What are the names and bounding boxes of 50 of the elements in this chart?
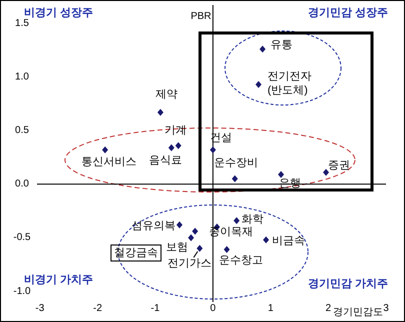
- point: [278, 171, 284, 178]
- point: [323, 168, 330, 176]
- annotation: 음식료: [148, 154, 182, 167]
- annotation: 보험: [166, 242, 188, 254]
- point: [102, 146, 108, 154]
- point: [175, 142, 182, 150]
- point: [157, 108, 164, 116]
- x-tick-label: 1: [268, 303, 274, 314]
- x-axis-title: 경기민감도: [333, 307, 383, 318]
- y-tick-label: 0.5: [15, 125, 30, 136]
- point: [263, 236, 270, 244]
- point: [210, 146, 216, 154]
- y-axis-title: PBR: [190, 11, 212, 22]
- y-tick-label: -0.5: [13, 232, 32, 244]
- point: [192, 228, 198, 235]
- y-tick-label: -1.0: [13, 286, 32, 297]
- annotation: 통신서비스: [82, 156, 137, 168]
- annotation: 비경기 성장주: [24, 7, 94, 19]
- point: [188, 234, 194, 242]
- x-tick-label: 3: [383, 303, 390, 314]
- annotation: 화학: [242, 214, 264, 226]
- x-tick-label: 0: [210, 303, 216, 314]
- annotation: 운수창고: [218, 254, 263, 266]
- annotation: 전기가스: [168, 257, 212, 270]
- annotation: 제약: [155, 88, 178, 100]
- annotation: 비금속: [272, 234, 306, 247]
- annotation: 운수장비: [214, 156, 258, 169]
- y-tick-label: 1.0: [15, 72, 30, 82]
- annotation: 유통: [270, 39, 293, 52]
- point: [234, 217, 240, 224]
- point: [260, 46, 266, 53]
- point: [168, 144, 174, 152]
- annotation: 경기민감 가치주: [308, 278, 388, 290]
- annotation: 비경기 가치주: [24, 274, 94, 286]
- y-tick-label: 0.0: [15, 178, 30, 190]
- annotation: 철강금속: [114, 247, 158, 259]
- point: [232, 175, 238, 182]
- x-tick-label: -2: [93, 303, 102, 314]
- annotation: 섬유의복: [131, 220, 176, 232]
- point: [176, 221, 182, 228]
- point: [196, 244, 203, 252]
- x-tick-label: -3: [35, 303, 45, 314]
- point: [256, 81, 262, 88]
- annotation: 증권: [328, 159, 350, 172]
- point: [224, 246, 230, 253]
- x-tick-label: 2: [326, 303, 332, 314]
- annotation: 전기전자 (반도체): [268, 70, 312, 96]
- x-tick-label: -1: [150, 303, 160, 314]
- annotation: 경기민감 성장주: [308, 7, 388, 19]
- y-tick-label: 1.5: [15, 18, 30, 29]
